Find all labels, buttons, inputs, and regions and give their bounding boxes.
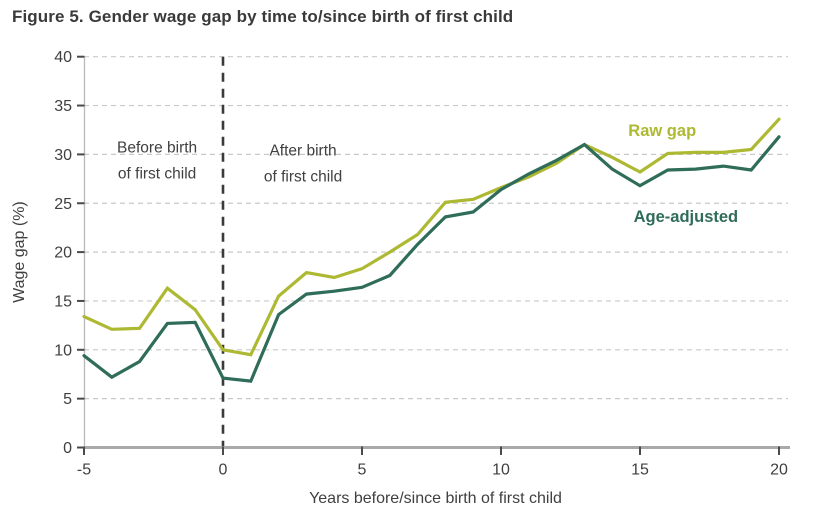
age-adjusted-label: Age-adjusted (634, 208, 739, 226)
x-tick-label-0: 0 (219, 462, 228, 479)
y-tick-label-25: 25 (54, 196, 72, 213)
y-tick-label-10: 10 (54, 342, 72, 359)
y-tick-label-5: 5 (63, 391, 72, 408)
series-line-age-adjusted (82, 135, 781, 383)
y-tick-label-15: 15 (54, 293, 72, 310)
x-tick-label--5: -5 (77, 462, 91, 479)
x-tick-label-5: 5 (358, 462, 367, 479)
x-tick-label-15: 15 (631, 462, 649, 479)
x-tick-label-10: 10 (492, 462, 510, 479)
y-tick-label-20: 20 (54, 245, 72, 262)
x-axis-title: Years before/since birth of first child (309, 490, 562, 507)
series-line-raw-gap (82, 117, 781, 357)
y-tick-label-30: 30 (54, 147, 72, 164)
raw-gap-label: Raw gap (628, 122, 696, 140)
x-tick-label-20: 20 (770, 462, 788, 479)
y-axis-title: Wage gap (%) (11, 201, 28, 303)
y-tick-label-40: 40 (54, 49, 72, 66)
y-tick-label-0: 0 (63, 440, 72, 457)
after-birth-label: After birth of first child (264, 142, 342, 185)
figure-title: Figure 5. Gender wage gap by time to/sin… (12, 7, 514, 26)
y-tick-label-35: 35 (54, 98, 72, 115)
before-birth-label: Before birth of first child (117, 139, 197, 182)
